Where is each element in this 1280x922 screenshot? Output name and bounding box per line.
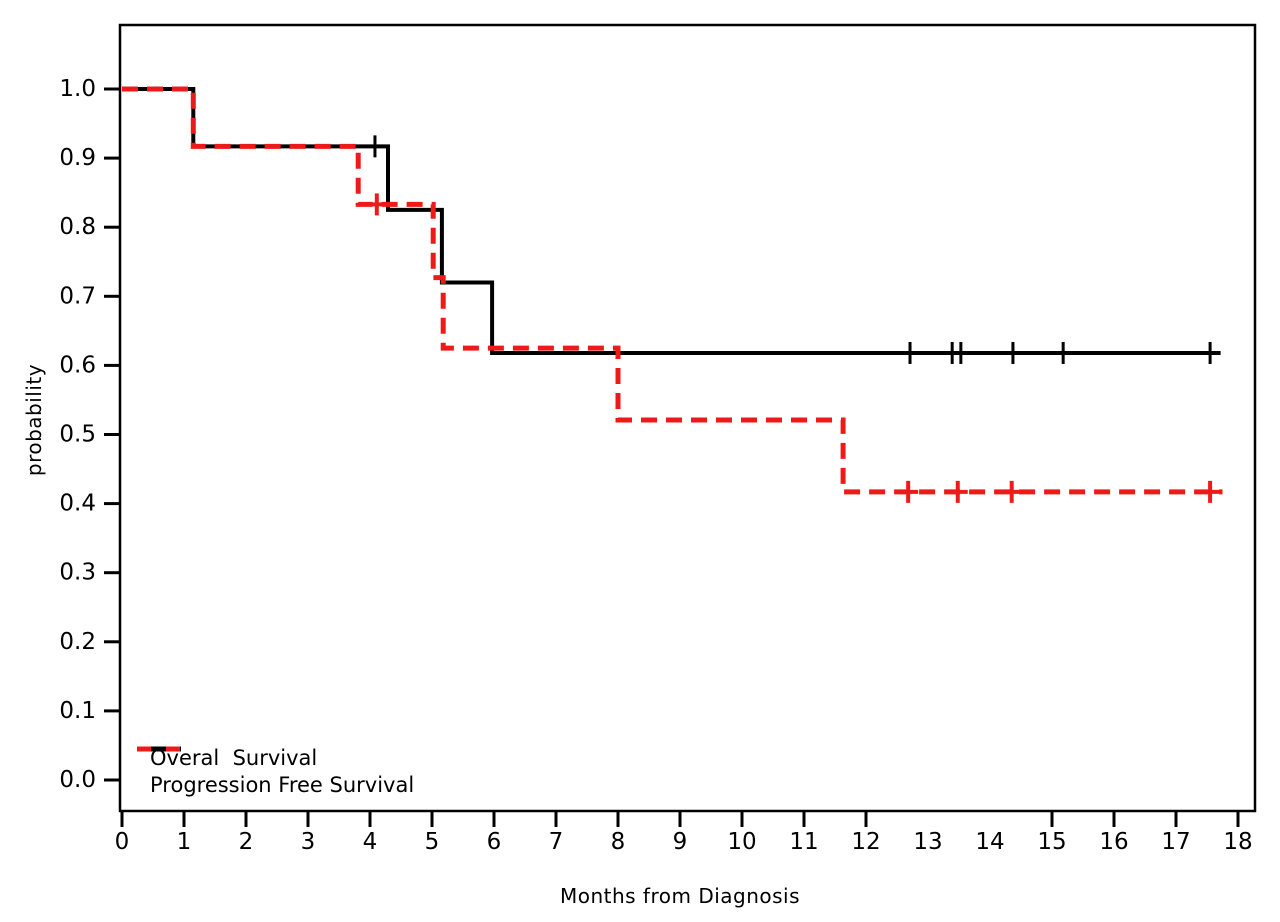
x-tick-label: 5 [425,829,440,855]
x-tick-label: 15 [1037,829,1066,855]
y-tick-label: 0.7 [59,283,96,309]
x-tick-label: 0 [115,829,130,855]
x-tick-label: 10 [727,829,756,855]
x-tick-label: 1 [177,829,192,855]
series-line-overal-survival [122,87,1221,355]
series-line-progression-free-survival [122,86,1223,495]
x-tick-label: 17 [1161,829,1190,855]
x-tick-label: 8 [611,829,626,855]
x-tick-label: 11 [789,829,818,855]
y-tick-label: 1.0 [59,76,96,102]
y-tick-label: 0.8 [59,214,96,240]
y-tick-label: 0.2 [59,629,96,655]
legend-item-progression-free-survival: Progression Free Survival [137,746,415,799]
y-tick-label: 0.5 [59,422,96,448]
x-tick-label: 7 [549,829,564,855]
x-tick-label: 14 [975,829,1004,855]
y-tick-label: 0.3 [59,560,96,586]
x-tick-label: 16 [1099,829,1128,855]
y-axis-title: probability [22,363,46,477]
x-tick-label: 13 [913,829,942,855]
legend-label: Progression Free Survival [150,773,415,797]
legend-swatch-dashed-line [137,746,181,752]
x-tick-label: 9 [673,829,688,855]
x-tick-label: 12 [851,829,880,855]
x-tick-label: 18 [1223,829,1252,855]
x-tick-label: 3 [301,829,316,855]
x-axis-title: Months from Diagnosis [559,884,801,908]
y-tick-label: 0.4 [59,491,96,517]
x-tick-label: 4 [363,829,378,855]
y-tick-label: 0.0 [59,767,96,793]
plot-box [118,23,1257,813]
legend: Overal Survival Progression Free Survival [137,745,414,799]
x-tick-label: 6 [487,829,502,855]
x-tick-label: 2 [239,829,254,855]
legend-label: Overal Survival [150,746,318,770]
y-tick-label: 0.6 [59,352,96,378]
y-tick-label: 0.9 [59,145,96,171]
y-tick-label: 0.1 [59,698,96,724]
